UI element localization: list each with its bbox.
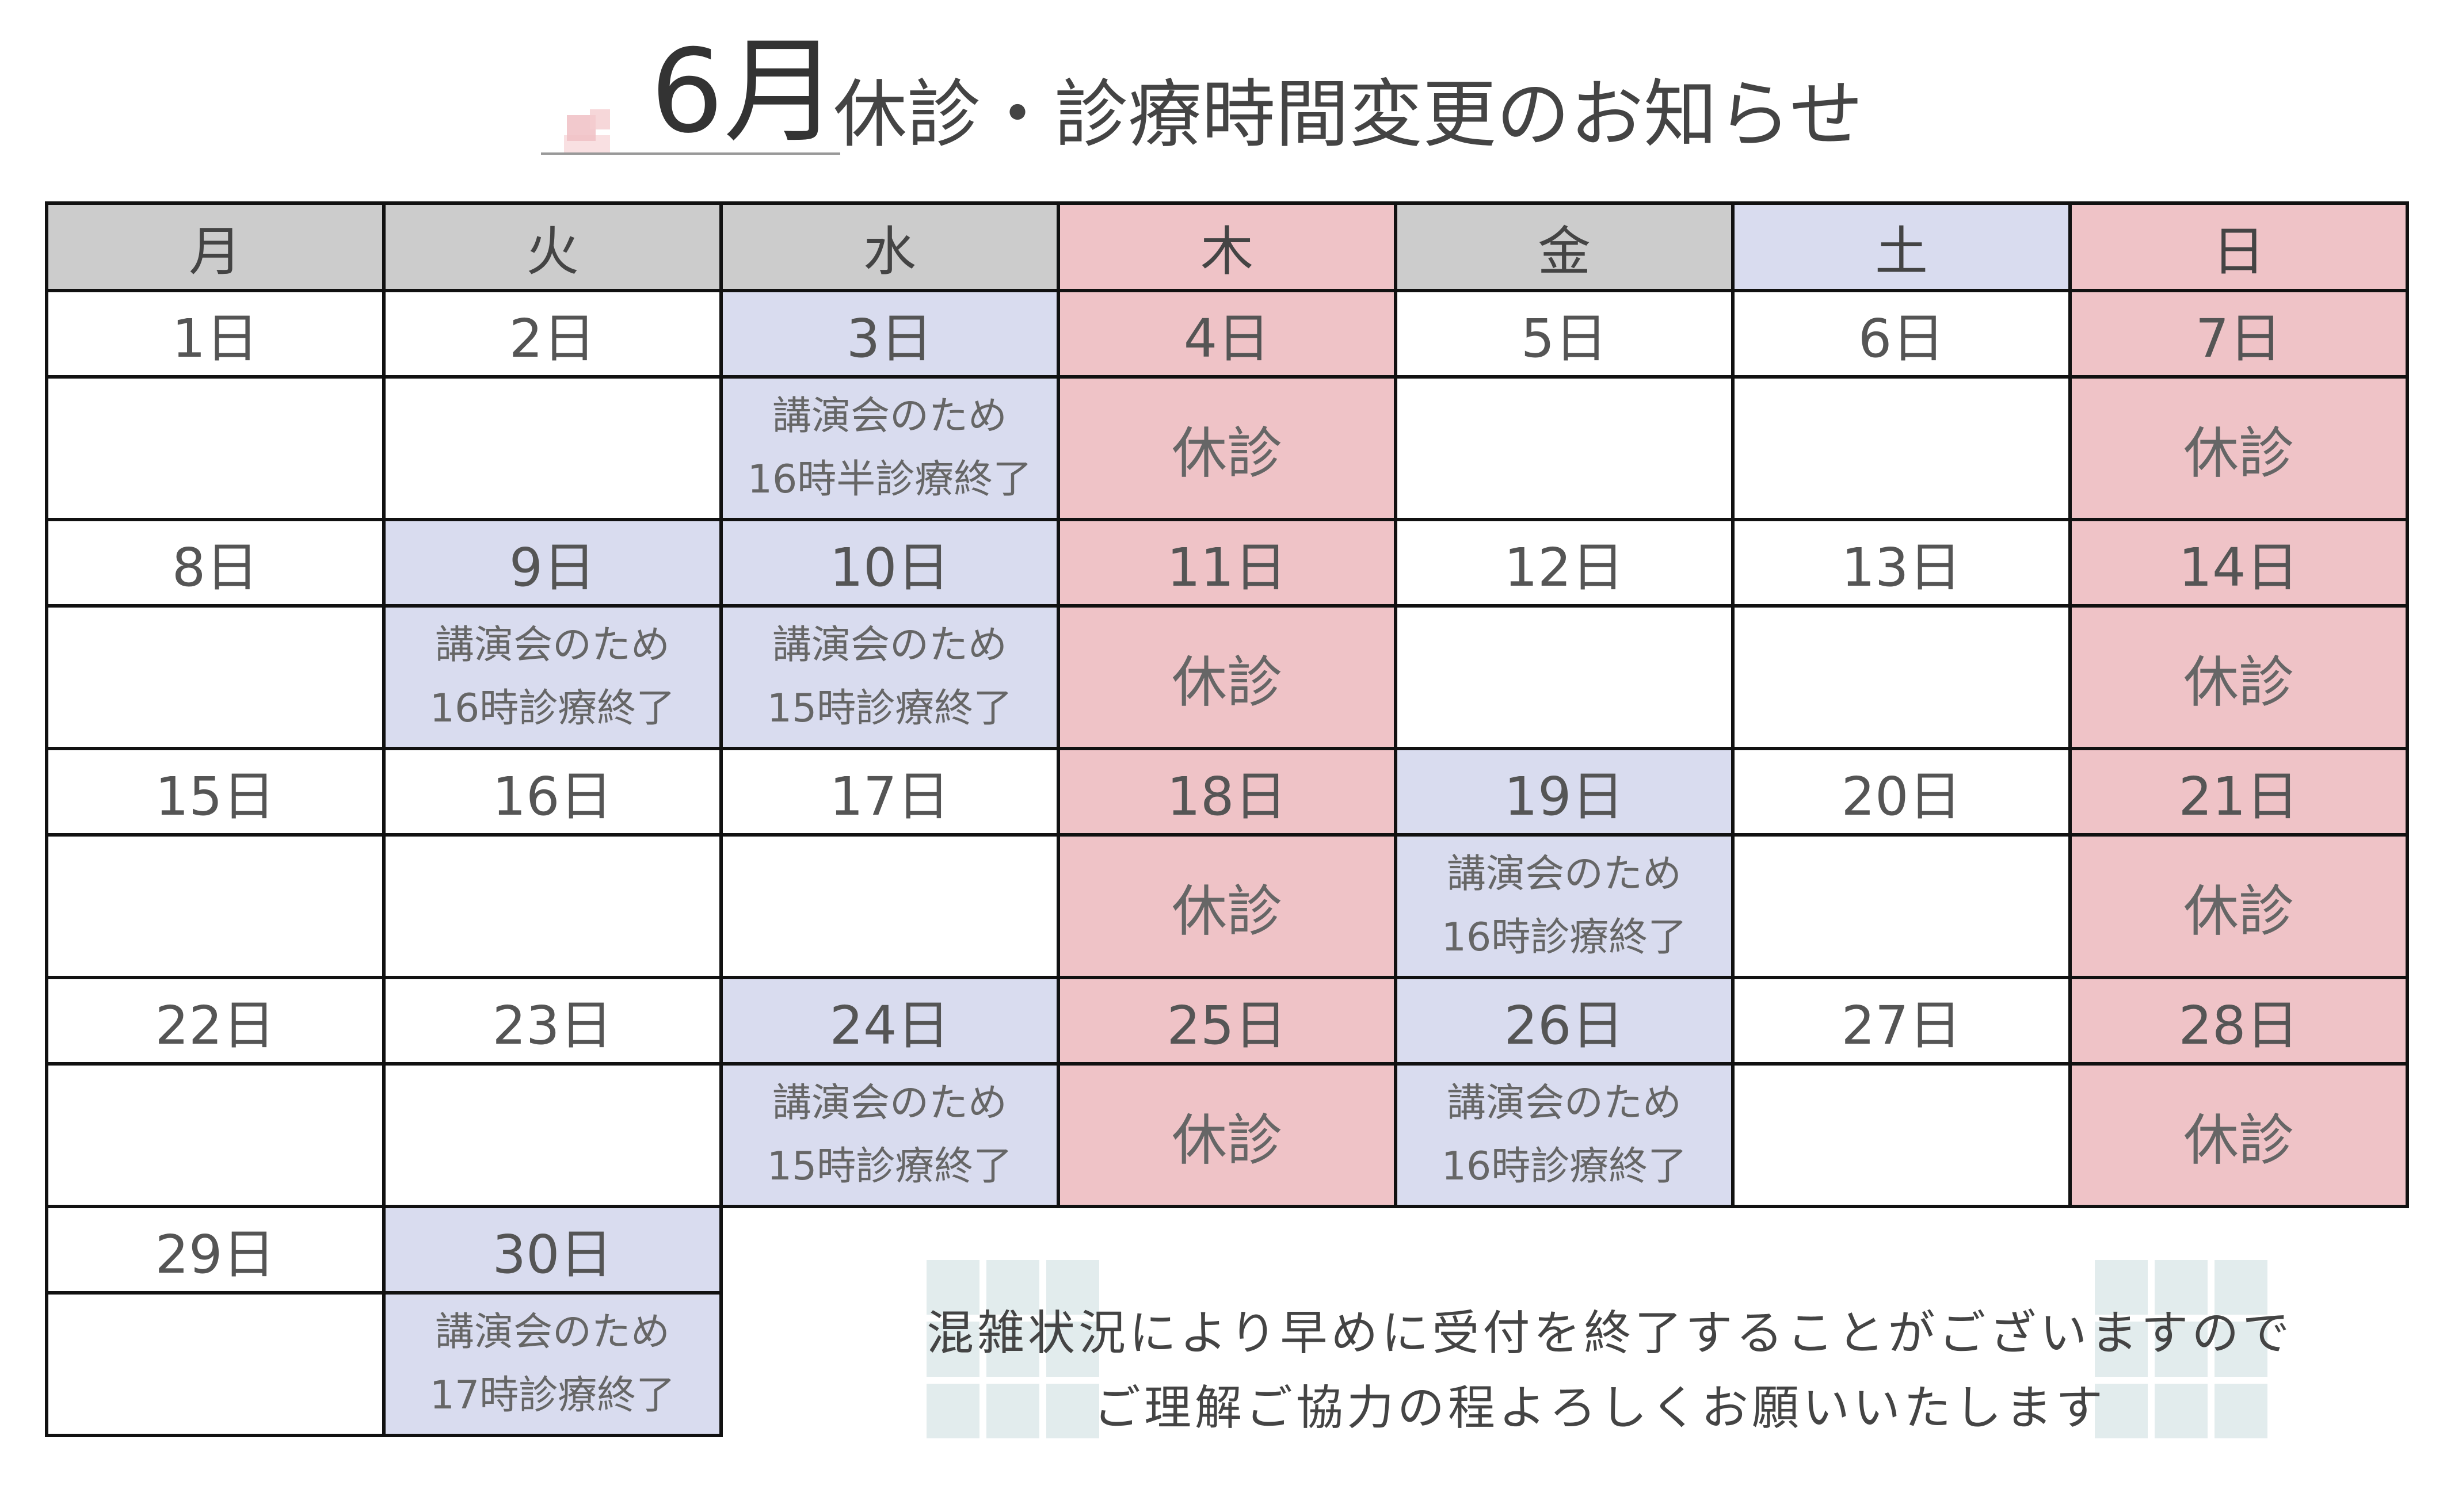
day-date-cell: 29日 <box>45 1205 386 1295</box>
day-date-cell: 13日 <box>1731 518 2072 608</box>
weekday-header: 日 <box>2068 201 2409 292</box>
day-note-cell <box>45 1062 386 1208</box>
page-title: 休診・診療時間変更のお知らせ <box>833 72 1863 158</box>
closed-day-label: 休診 <box>2068 375 2409 521</box>
day-date-cell: 11日 <box>1057 518 1397 608</box>
day-date-cell: 5日 <box>1394 289 1735 379</box>
day-note-cell <box>1731 604 2072 750</box>
grid-decoration-left <box>927 1260 1099 1438</box>
day-date-cell: 28日 <box>2068 976 2409 1066</box>
day-date-cell: 23日 <box>382 976 723 1066</box>
day-note-cell: 講演会のため 17時診療終了 <box>382 1291 723 1437</box>
calendar-grid: 月火水木金土日 1日 2日 3日 講演会のため 16時半診療終了 4日 休診 5日 6日 7日 休診 8… <box>45 201 2409 1437</box>
note-line: 16時診療終了 <box>429 686 676 731</box>
weekday-header: 水 <box>719 201 1060 292</box>
note-line: 16時診療終了 <box>1441 1144 1687 1189</box>
day-note-cell <box>719 833 1060 979</box>
day-date-cell: 4日 <box>1057 289 1397 379</box>
decorative-square <box>590 109 610 129</box>
day-date-cell: 1日 <box>45 289 386 379</box>
day-date-cell: 10日 <box>719 518 1060 608</box>
day-note-cell <box>382 833 723 979</box>
weekday-header: 土 <box>1731 201 2072 292</box>
note-line: 17時診療終了 <box>429 1373 676 1418</box>
note-line: 15時診療終了 <box>767 686 1013 731</box>
day-date-cell: 21日 <box>2068 747 2409 837</box>
title-month: 6月 <box>650 25 839 159</box>
day-date-cell: 14日 <box>2068 518 2409 608</box>
day-date-cell: 27日 <box>1731 976 2072 1066</box>
day-date-cell: 12日 <box>1394 518 1735 608</box>
grid-decoration-right <box>2095 1260 2267 1438</box>
note-line: 16時半診療終了 <box>747 457 1032 502</box>
day-date-cell: 18日 <box>1057 747 1397 837</box>
closed-day-label: 休診 <box>1057 833 1397 979</box>
day-note-cell <box>382 375 723 521</box>
weekday-header: 金 <box>1394 201 1735 292</box>
closed-day-label: 休診 <box>1057 604 1397 750</box>
day-date-cell: 20日 <box>1731 747 2072 837</box>
closed-day-label: 休診 <box>2068 604 2409 750</box>
title-block: 6月 休診・診療時間変更のお知らせ <box>541 29 1922 161</box>
day-note-cell <box>1731 833 2072 979</box>
day-date-cell: 22日 <box>45 976 386 1066</box>
closed-day-label: 休診 <box>2068 1062 2409 1208</box>
day-note-cell <box>1731 1062 2072 1208</box>
day-date-cell: 19日 <box>1394 747 1735 837</box>
day-date-cell: 17日 <box>719 747 1060 837</box>
day-note-cell <box>45 833 386 979</box>
day-note-cell: 講演会のため 15時診療終了 <box>719 604 1060 750</box>
day-date-cell: 24日 <box>719 976 1060 1066</box>
note-line: 講演会のため <box>1446 1080 1682 1126</box>
closed-day-label: 休診 <box>2068 833 2409 979</box>
note-line: 講演会のため <box>1446 852 1682 897</box>
closed-day-label: 休診 <box>1057 1062 1397 1208</box>
day-note-cell <box>382 1062 723 1208</box>
day-note-cell: 講演会のため 16時半診療終了 <box>719 375 1060 521</box>
note-line: 講演会のため <box>434 623 670 668</box>
day-date-cell: 30日 <box>382 1205 723 1295</box>
day-date-cell: 3日 <box>719 289 1060 379</box>
weekday-header: 月 <box>45 201 386 292</box>
day-note-cell <box>45 604 386 750</box>
notice-line-2: ご理解ご協力の程よろしくお願いいたします <box>1093 1381 2106 1435</box>
day-note-cell: 講演会のため 16時診療終了 <box>382 604 723 750</box>
note-line: 講演会のため <box>772 623 1007 668</box>
day-note-cell <box>1394 375 1735 521</box>
notice-block: 混雑状況により早めに受付を終了することがございますので ご理解ご協力の程よろしく… <box>927 1260 2293 1438</box>
title-underline <box>541 152 840 155</box>
note-line: 16時診療終了 <box>1441 915 1687 960</box>
day-note-cell <box>1394 604 1735 750</box>
note-line: 講演会のため <box>772 394 1007 439</box>
note-line: 15時診療終了 <box>767 1144 1013 1189</box>
day-note-cell: 講演会のため 16時診療終了 <box>1394 833 1735 979</box>
day-note-cell: 講演会のため 16時診療終了 <box>1394 1062 1735 1208</box>
day-note-cell <box>45 1291 386 1437</box>
weekday-header: 火 <box>382 201 723 292</box>
day-date-cell: 7日 <box>2068 289 2409 379</box>
day-date-cell: 9日 <box>382 518 723 608</box>
day-date-cell: 25日 <box>1057 976 1397 1066</box>
note-line: 講演会のため <box>434 1309 670 1355</box>
day-note-cell <box>45 375 386 521</box>
note-line: 講演会のため <box>772 1080 1007 1126</box>
notice-line-1: 混雑状況により早めに受付を終了することがございますので <box>927 1306 2293 1361</box>
day-date-cell: 16日 <box>382 747 723 837</box>
closed-day-label: 休診 <box>1057 375 1397 521</box>
day-note-cell <box>1731 375 2072 521</box>
day-date-cell: 8日 <box>45 518 386 608</box>
day-date-cell: 2日 <box>382 289 723 379</box>
day-date-cell: 6日 <box>1731 289 2072 379</box>
day-note-cell: 講演会のため 15時診療終了 <box>719 1062 1060 1208</box>
weekday-header: 木 <box>1057 201 1397 292</box>
day-date-cell: 15日 <box>45 747 386 837</box>
day-date-cell: 26日 <box>1394 976 1735 1066</box>
